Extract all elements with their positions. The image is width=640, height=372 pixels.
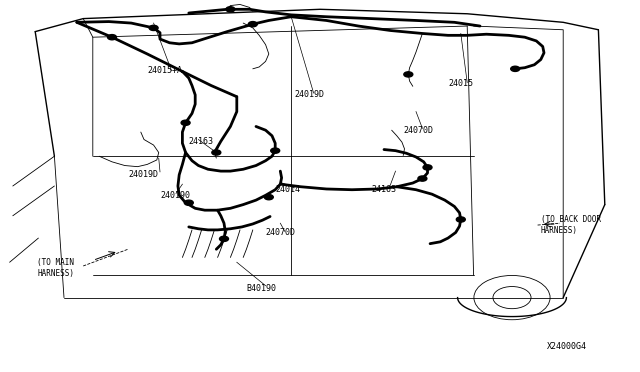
Text: 24163: 24163 — [371, 185, 396, 194]
Circle shape — [226, 7, 235, 12]
Text: 24019D: 24019D — [294, 90, 324, 99]
Text: 24163: 24163 — [189, 137, 214, 146]
Circle shape — [404, 72, 413, 77]
Circle shape — [184, 200, 193, 205]
Circle shape — [418, 176, 427, 181]
Circle shape — [456, 217, 465, 222]
Text: (TO BACK DOOR
HARNESS): (TO BACK DOOR HARNESS) — [541, 215, 601, 235]
Circle shape — [248, 22, 257, 27]
Text: B40190: B40190 — [246, 284, 276, 293]
Circle shape — [511, 66, 520, 71]
Circle shape — [149, 25, 158, 31]
Circle shape — [108, 35, 116, 40]
Circle shape — [423, 165, 432, 170]
Text: 24070D: 24070D — [403, 126, 433, 135]
Circle shape — [271, 148, 280, 153]
Text: 24070D: 24070D — [266, 228, 296, 237]
Text: 240190: 240190 — [160, 191, 190, 200]
Text: X24000G4: X24000G4 — [547, 342, 588, 351]
Circle shape — [212, 150, 221, 155]
Circle shape — [264, 195, 273, 200]
Circle shape — [220, 236, 228, 241]
Circle shape — [181, 120, 190, 125]
Text: 24019D: 24019D — [128, 170, 158, 179]
Text: 24015+A: 24015+A — [147, 66, 182, 75]
Text: 24014: 24014 — [275, 185, 300, 194]
Text: (TO MAIN
HARNESS): (TO MAIN HARNESS) — [37, 258, 74, 278]
Text: 24015: 24015 — [448, 79, 473, 88]
